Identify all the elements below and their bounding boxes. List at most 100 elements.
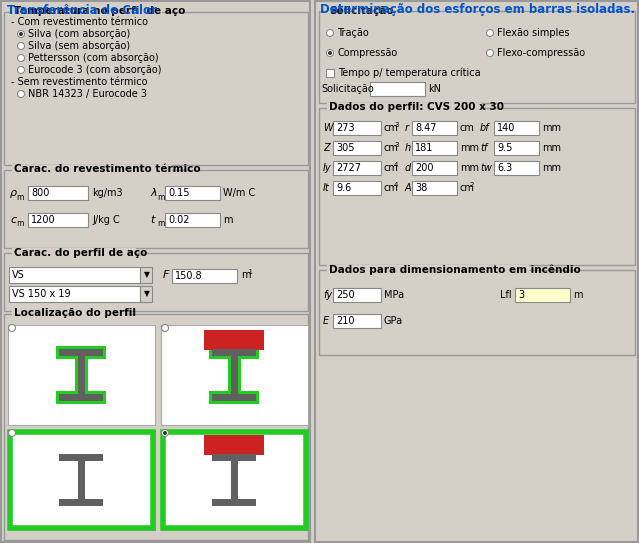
- Text: 181: 181: [415, 143, 433, 153]
- Bar: [12, 309, 125, 318]
- Text: W/m C: W/m C: [223, 188, 255, 198]
- Circle shape: [17, 54, 24, 61]
- Bar: [10, 432, 153, 528]
- Text: Flexo-compressão: Flexo-compressão: [497, 48, 585, 58]
- Bar: [327, 265, 528, 274]
- Text: 200: 200: [415, 163, 433, 173]
- Bar: [59, 454, 103, 461]
- Bar: [59, 499, 103, 506]
- Text: tw: tw: [480, 163, 492, 173]
- Text: m: m: [573, 290, 583, 300]
- Text: m: m: [157, 219, 164, 229]
- Bar: [494, 161, 539, 175]
- Bar: [56, 346, 106, 359]
- Bar: [161, 325, 308, 425]
- Text: tf: tf: [480, 143, 488, 153]
- Text: 250: 250: [336, 290, 355, 300]
- Bar: [4, 12, 308, 165]
- Bar: [212, 454, 256, 461]
- Text: 305: 305: [336, 143, 355, 153]
- Text: m: m: [16, 219, 24, 229]
- Bar: [212, 499, 256, 506]
- Text: Silva (sem absorção): Silva (sem absorção): [28, 41, 130, 51]
- Bar: [327, 103, 482, 112]
- Text: Dados para dimensionamento em incêndio: Dados para dimensionamento em incêndio: [329, 264, 581, 275]
- Bar: [333, 288, 381, 302]
- Text: cm: cm: [460, 183, 475, 193]
- Bar: [9, 267, 140, 283]
- Bar: [9, 286, 140, 302]
- Circle shape: [162, 430, 169, 437]
- Text: 1200: 1200: [31, 215, 56, 225]
- Bar: [319, 108, 635, 265]
- Text: Flexão simples: Flexão simples: [497, 28, 569, 38]
- Bar: [4, 170, 308, 248]
- Text: 9.6: 9.6: [336, 183, 351, 193]
- Text: 3: 3: [394, 122, 399, 128]
- Bar: [172, 269, 237, 283]
- Bar: [333, 161, 381, 175]
- Text: mm: mm: [460, 143, 479, 153]
- Bar: [333, 314, 381, 328]
- Text: Pettersson (com absorção): Pettersson (com absorção): [28, 53, 158, 63]
- Circle shape: [17, 42, 24, 49]
- Bar: [326, 69, 334, 77]
- Text: mm: mm: [542, 143, 561, 153]
- Text: Solicitação: Solicitação: [321, 84, 374, 94]
- Bar: [412, 181, 457, 195]
- Text: 38: 38: [415, 183, 427, 193]
- Text: Tempo p/ temperatura crítica: Tempo p/ temperatura crítica: [338, 68, 481, 78]
- Text: m: m: [241, 270, 250, 280]
- Text: Silva (com absorção): Silva (com absorção): [28, 29, 130, 39]
- Circle shape: [19, 32, 23, 36]
- Circle shape: [327, 49, 334, 56]
- Circle shape: [162, 325, 169, 331]
- Bar: [163, 432, 306, 528]
- Text: cm: cm: [384, 123, 399, 133]
- Bar: [59, 349, 103, 356]
- Bar: [204, 435, 264, 455]
- Circle shape: [486, 29, 493, 36]
- Text: Compressão: Compressão: [337, 48, 397, 58]
- Bar: [412, 121, 457, 135]
- Text: t: t: [150, 215, 155, 225]
- Text: ▼: ▼: [144, 289, 150, 299]
- Text: 800: 800: [31, 188, 49, 198]
- Circle shape: [8, 325, 15, 331]
- Text: λ: λ: [150, 188, 157, 198]
- Text: ρ: ρ: [10, 188, 17, 198]
- Text: Iy: Iy: [323, 163, 332, 173]
- Text: bf: bf: [480, 123, 489, 133]
- Bar: [370, 82, 425, 96]
- Text: 0.02: 0.02: [168, 215, 190, 225]
- Bar: [75, 356, 88, 394]
- Bar: [319, 270, 635, 355]
- Text: Carac. do perfil de aço: Carac. do perfil de aço: [14, 248, 148, 257]
- Text: Determinação dos esforços em barras isoladas.: Determinação dos esforços em barras isol…: [320, 3, 635, 16]
- Text: cm: cm: [384, 163, 399, 173]
- Bar: [77, 356, 84, 394]
- Bar: [8, 430, 155, 530]
- Text: h: h: [405, 143, 411, 153]
- Text: E: E: [323, 316, 329, 326]
- Bar: [1, 1, 310, 542]
- Bar: [333, 121, 381, 135]
- Text: 210: 210: [336, 316, 355, 326]
- Text: fy: fy: [323, 290, 332, 300]
- Text: d: d: [405, 163, 412, 173]
- Text: Carac. do revestimento térmico: Carac. do revestimento térmico: [14, 165, 201, 174]
- Text: m: m: [16, 193, 24, 201]
- Text: Localização do perfil: Localização do perfil: [14, 308, 136, 319]
- Text: 6.3: 6.3: [497, 163, 512, 173]
- Text: NBR 14323 / Eurocode 3: NBR 14323 / Eurocode 3: [28, 89, 147, 99]
- Text: F: F: [163, 270, 169, 280]
- Text: 2: 2: [470, 182, 474, 188]
- Text: -1: -1: [247, 269, 254, 275]
- Circle shape: [17, 91, 24, 98]
- Text: A: A: [405, 183, 412, 193]
- Text: 150.8: 150.8: [175, 271, 203, 281]
- Text: 3: 3: [518, 290, 524, 300]
- Bar: [515, 288, 570, 302]
- Text: 8.47: 8.47: [415, 123, 436, 133]
- Text: mm: mm: [542, 123, 561, 133]
